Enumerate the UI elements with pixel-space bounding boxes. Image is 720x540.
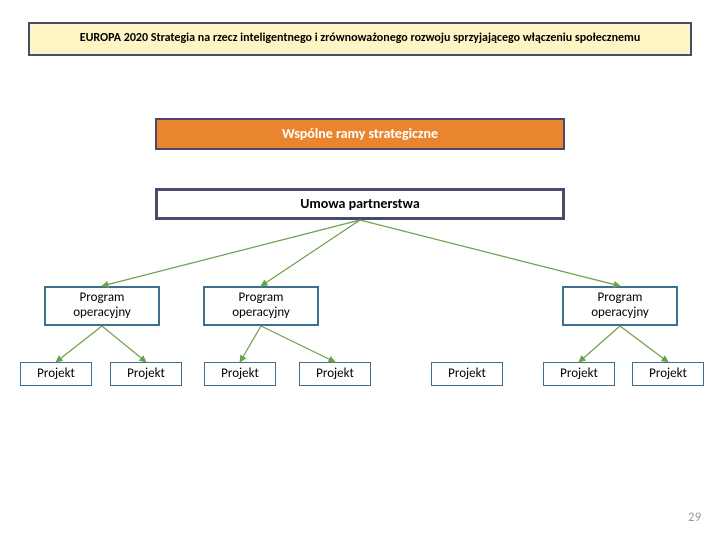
project-box-1: Projekt <box>20 362 92 386</box>
project-box-2: Projekt <box>110 362 182 386</box>
level1-box: Wspólne ramy strategiczne <box>155 118 565 150</box>
level1-text: Wspólne ramy strategiczne <box>282 126 438 142</box>
project-box-7: Projekt <box>632 362 704 386</box>
project-label: Projekt <box>560 367 598 382</box>
program-box-2: Program operacyjny <box>203 286 319 326</box>
project-box-3: Projekt <box>204 362 276 386</box>
program-box-1: Program operacyjny <box>44 286 160 326</box>
program-label: Program operacyjny <box>568 291 672 321</box>
project-label: Projekt <box>37 367 75 382</box>
project-label: Projekt <box>316 367 354 382</box>
level2-box: Umowa partnerstwa <box>155 188 565 220</box>
title-text: EUROPA 2020 Strategia na rzecz inteligen… <box>80 32 641 46</box>
connector-layer <box>0 0 720 540</box>
program-label: Program operacyjny <box>50 291 154 321</box>
page-number: 29 <box>688 510 701 525</box>
project-box-5: Projekt <box>431 362 503 386</box>
project-box-6: Projekt <box>543 362 615 386</box>
program-label: Program operacyjny <box>209 291 313 321</box>
project-label: Projekt <box>127 367 165 382</box>
project-label: Projekt <box>448 367 486 382</box>
project-label: Projekt <box>221 367 259 382</box>
title-banner: EUROPA 2020 Strategia na rzecz inteligen… <box>28 22 692 56</box>
project-label: Projekt <box>649 367 687 382</box>
project-box-4: Projekt <box>299 362 371 386</box>
program-box-3: Program operacyjny <box>562 286 678 326</box>
level2-text: Umowa partnerstwa <box>300 196 419 212</box>
